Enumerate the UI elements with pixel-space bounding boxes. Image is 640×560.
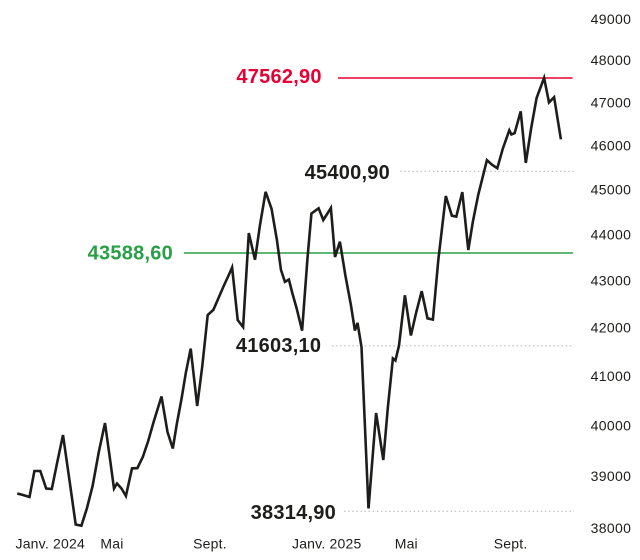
- svg-text:45400,90: 45400,90: [305, 162, 390, 184]
- svg-text:47000: 47000: [591, 94, 632, 110]
- svg-text:39000: 39000: [591, 468, 632, 484]
- svg-text:41603,10: 41603,10: [236, 335, 321, 357]
- svg-text:Sept.: Sept.: [193, 536, 227, 552]
- svg-text:46000: 46000: [591, 137, 632, 153]
- svg-text:44000: 44000: [591, 226, 632, 242]
- svg-text:49000: 49000: [591, 11, 632, 27]
- svg-text:45000: 45000: [591, 181, 632, 197]
- svg-text:Mai: Mai: [395, 536, 418, 552]
- svg-text:43588,60: 43588,60: [88, 243, 173, 265]
- svg-text:Mai: Mai: [100, 536, 123, 552]
- svg-text:Janv. 2024: Janv. 2024: [16, 536, 85, 552]
- svg-text:43000: 43000: [591, 273, 632, 289]
- svg-text:41000: 41000: [591, 368, 632, 384]
- svg-text:38314,90: 38314,90: [251, 502, 336, 524]
- svg-text:Sept.: Sept.: [494, 536, 528, 552]
- svg-text:40000: 40000: [591, 417, 632, 433]
- svg-text:38000: 38000: [591, 520, 632, 536]
- svg-text:Janv. 2025: Janv. 2025: [292, 536, 361, 552]
- svg-text:47562,90: 47562,90: [236, 66, 321, 88]
- svg-text:48000: 48000: [591, 52, 632, 68]
- svg-text:42000: 42000: [591, 320, 632, 336]
